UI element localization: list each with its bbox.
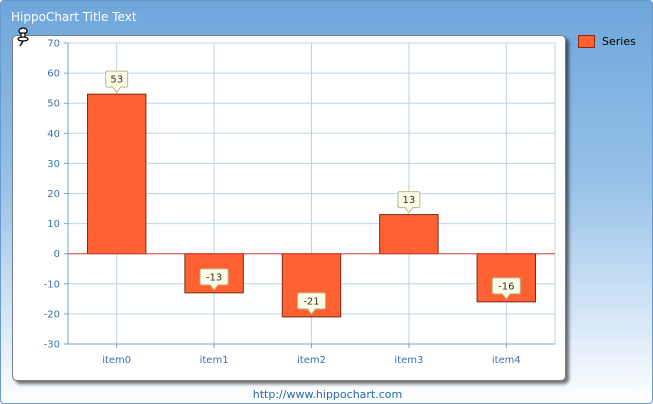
pushpin-icon — [17, 27, 29, 47]
data-label-box — [199, 268, 229, 291]
y-tick-label: 20 — [47, 189, 60, 200]
y-tick-label: 10 — [47, 219, 60, 230]
data-label-box — [491, 277, 521, 300]
y-tick-label: 60 — [47, 69, 60, 80]
y-tick-label: -10 — [44, 279, 60, 290]
data-label-callout: -21 — [297, 292, 326, 315]
data-label-callout: 13 — [397, 191, 421, 214]
y-tick-label: 30 — [47, 159, 60, 170]
y-tick-label: 50 — [47, 99, 60, 110]
data-label-callout: -16 — [491, 277, 521, 300]
legend: Series — [578, 34, 636, 48]
data-label-callout: -13 — [199, 268, 229, 291]
data-label-callout: 53 — [105, 70, 129, 93]
data-label: -21 — [303, 296, 319, 307]
y-tick-label: -20 — [44, 309, 60, 320]
y-tick-label: 70 — [47, 39, 60, 50]
data-label-box — [397, 191, 421, 214]
bar — [86, 93, 147, 255]
footer-link[interactable]: http://www.hippochart.com — [252, 388, 403, 401]
y-tick-label: -30 — [44, 340, 60, 351]
data-label-box — [105, 70, 129, 93]
data-label: 13 — [403, 195, 416, 206]
data-label: 53 — [110, 75, 123, 86]
x-tick-label: item3 — [394, 355, 423, 366]
y-tick-label: 0 — [54, 249, 60, 260]
chart-title: HippoChart Title Text — [11, 10, 137, 24]
x-tick-label: item2 — [297, 355, 326, 366]
data-label: -16 — [498, 281, 514, 292]
data-label: -13 — [206, 272, 222, 283]
x-tick-label: item0 — [102, 355, 131, 366]
bar — [379, 214, 439, 255]
data-label-box — [297, 292, 326, 315]
legend-label: Series — [602, 34, 636, 48]
y-tick-label: 40 — [47, 129, 60, 140]
legend-swatch — [578, 34, 595, 48]
x-tick-label: item4 — [492, 355, 521, 366]
x-tick-label: item1 — [200, 355, 229, 366]
